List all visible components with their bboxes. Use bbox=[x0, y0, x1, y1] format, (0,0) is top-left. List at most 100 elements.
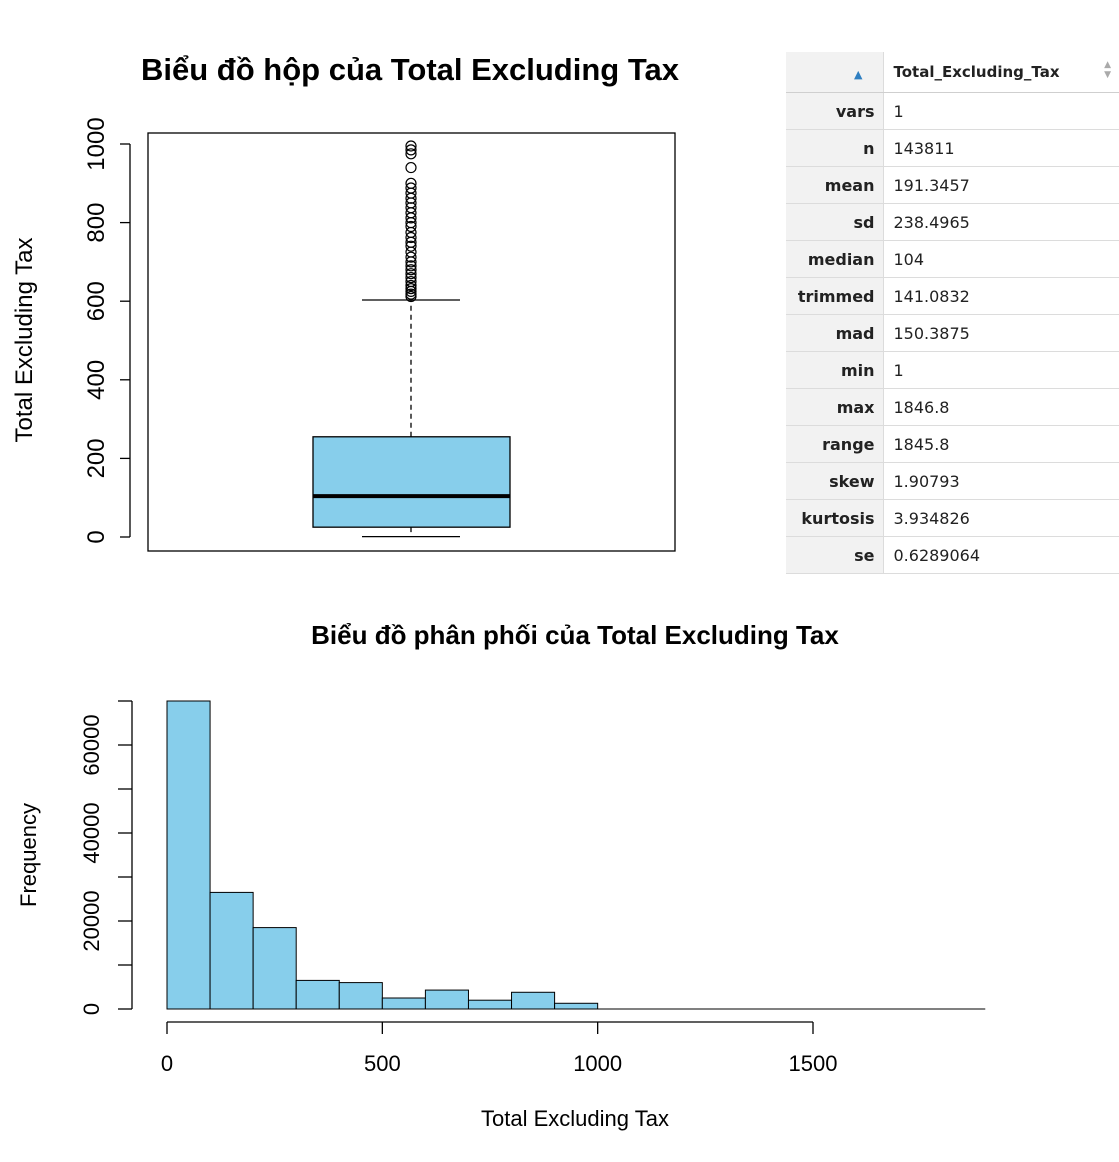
histogram-x-tick-label: 0 bbox=[161, 1051, 173, 1076]
stat-name: median bbox=[786, 240, 884, 278]
histogram-x-tick-label: 500 bbox=[364, 1051, 401, 1076]
stat-value: 141.0832 bbox=[883, 277, 1119, 315]
stat-name: n bbox=[786, 129, 884, 167]
row-name-header[interactable]: ▲ bbox=[786, 52, 884, 93]
stat-value: 1846.8 bbox=[883, 388, 1119, 426]
boxplot-outlier-point bbox=[405, 251, 417, 263]
stat-value: 238.4965 bbox=[883, 203, 1119, 241]
stats-row: range 1845.8 bbox=[786, 425, 1119, 463]
histogram-bar bbox=[166, 700, 211, 1010]
histogram-bar bbox=[554, 1002, 599, 1010]
boxplot-outlier-point bbox=[405, 177, 417, 189]
stats-row: mad 150.3875 bbox=[786, 314, 1119, 352]
sort-ascending-icon[interactable]: ▲ bbox=[854, 67, 863, 81]
histogram-bar bbox=[424, 989, 469, 1010]
boxplot-outlier-point bbox=[405, 148, 417, 160]
boxplot-outlier-point bbox=[405, 240, 417, 252]
histogram-x-tick-label: 1500 bbox=[789, 1051, 838, 1076]
stats-row: max 1846.8 bbox=[786, 388, 1119, 426]
boxplot-y-tick-label: 600 bbox=[83, 281, 110, 321]
stats-row: kurtosis 3.934826 bbox=[786, 499, 1119, 537]
stats-row: trimmed 141.0832 bbox=[786, 277, 1119, 315]
histogram-bar bbox=[295, 979, 340, 1010]
boxplot-outlier-point bbox=[405, 268, 417, 280]
boxplot-box bbox=[312, 436, 511, 528]
boxplot-outlier-point bbox=[405, 275, 417, 288]
stats-row: vars 1 bbox=[786, 92, 1119, 130]
histogram-bar bbox=[252, 927, 297, 1010]
stat-value: 1 bbox=[883, 92, 1119, 130]
stats-table: ▲ Total_Excluding_Tax ▲ ▼ vars 1 n 143811 m… bbox=[786, 52, 1119, 574]
histogram-y-tick-label: 20000 bbox=[79, 890, 104, 951]
stats-row: mean 191.3457 bbox=[786, 166, 1119, 204]
boxplot-title: Biểu đồ hộp của Total Excluding Tax bbox=[141, 52, 680, 87]
stat-value: 1.90793 bbox=[883, 462, 1119, 500]
stat-value: 104 bbox=[883, 240, 1119, 278]
boxplot-outlier-point bbox=[405, 144, 417, 156]
boxplot-outlier-point bbox=[405, 264, 417, 276]
boxplot-outlier-point bbox=[405, 272, 417, 284]
boxplot-outlier-point bbox=[405, 140, 417, 152]
stats-row: min 1 bbox=[786, 351, 1119, 389]
histogram-y-tick-label: 40000 bbox=[79, 802, 104, 863]
histogram-bars bbox=[166, 700, 986, 1010]
stat-name: vars bbox=[786, 92, 884, 130]
boxplot-y-tick-label: 800 bbox=[83, 203, 110, 243]
stat-name: trimmed bbox=[786, 277, 884, 315]
boxplot-y-tick-label: 0 bbox=[83, 530, 110, 543]
boxplot-outlier-point bbox=[405, 220, 417, 233]
stats-row: n 143811 bbox=[786, 129, 1119, 167]
histogram-x-axis-label: Total Excluding Tax bbox=[481, 1106, 669, 1131]
boxplot-y-tick-label: 400 bbox=[83, 360, 110, 400]
stats-row: median 104 bbox=[786, 240, 1119, 278]
stat-name: kurtosis bbox=[786, 499, 884, 537]
histogram-x-tick-label: 1000 bbox=[573, 1051, 622, 1076]
stats-row: se 0.6289064 bbox=[786, 536, 1119, 574]
boxplot-y-axis-label: Total Excluding Tax bbox=[11, 237, 38, 442]
stats-row: sd 238.4965 bbox=[786, 203, 1119, 241]
stat-name: sd bbox=[786, 203, 884, 241]
boxplot-chart: Biểu đồ hộp của Total Excluding Tax Tota… bbox=[11, 52, 680, 552]
stat-value: 150.3875 bbox=[883, 314, 1119, 352]
boxplot-y-tick-label: 200 bbox=[83, 438, 110, 478]
stat-name: mean bbox=[786, 166, 884, 204]
column-header-total-excluding-tax[interactable]: Total_Excluding_Tax ▲ ▼ bbox=[883, 52, 1119, 93]
histogram-bar bbox=[338, 982, 383, 1010]
histogram-bar bbox=[209, 891, 254, 1010]
boxplot-outlier-point bbox=[405, 231, 417, 244]
stat-name: max bbox=[786, 388, 884, 426]
boxplot-y-axis: 0 200 400 600 800 1000 bbox=[83, 117, 131, 544]
sort-toggle-icon[interactable]: ▲ ▼ bbox=[1104, 60, 1111, 80]
boxplot-outlier-point bbox=[405, 260, 417, 272]
boxplot-frame bbox=[147, 132, 676, 552]
stat-value: 143811 bbox=[883, 129, 1119, 167]
stats-row: skew 1.90793 bbox=[786, 462, 1119, 500]
boxplot-outlier-point bbox=[405, 161, 417, 174]
histogram-y-tick-label: 0 bbox=[79, 1003, 104, 1015]
stat-value: 3.934826 bbox=[883, 499, 1119, 537]
histogram-chart: Biểu đồ phân phối của Total Excluding Ta… bbox=[16, 620, 986, 1131]
boxplot-outlier-point bbox=[405, 288, 417, 300]
stat-name: se bbox=[786, 536, 884, 574]
histogram-bar bbox=[381, 997, 426, 1010]
histogram-y-axis-label: Frequency bbox=[16, 803, 41, 907]
stat-name: mad bbox=[786, 314, 884, 352]
boxplot-marks bbox=[312, 140, 511, 538]
histogram-bar bbox=[467, 999, 513, 1010]
histogram-x-axis: 0 500 1000 1500 bbox=[161, 1021, 838, 1076]
stat-value: 191.3457 bbox=[883, 166, 1119, 204]
boxplot-outlier-point bbox=[405, 182, 417, 194]
stat-value: 1845.8 bbox=[883, 425, 1119, 463]
histogram-bar bbox=[511, 991, 556, 1010]
boxplot-outlier-point bbox=[405, 283, 417, 295]
stat-name: skew bbox=[786, 462, 884, 500]
histogram-y-tick-label: 60000 bbox=[79, 714, 104, 775]
boxplot-outlier-point bbox=[405, 279, 417, 292]
boxplot-y-tick-label: 1000 bbox=[83, 117, 110, 170]
stat-name: min bbox=[786, 351, 884, 389]
stats-header-row: ▲ Total_Excluding_Tax ▲ ▼ bbox=[786, 52, 1119, 93]
column-header-label: Total_Excluding_Tax bbox=[893, 63, 1060, 81]
histogram-y-axis: 0 20000 40000 60000 bbox=[79, 700, 133, 1015]
stat-name: range bbox=[786, 425, 884, 463]
stat-value: 0.6289064 bbox=[883, 536, 1119, 574]
